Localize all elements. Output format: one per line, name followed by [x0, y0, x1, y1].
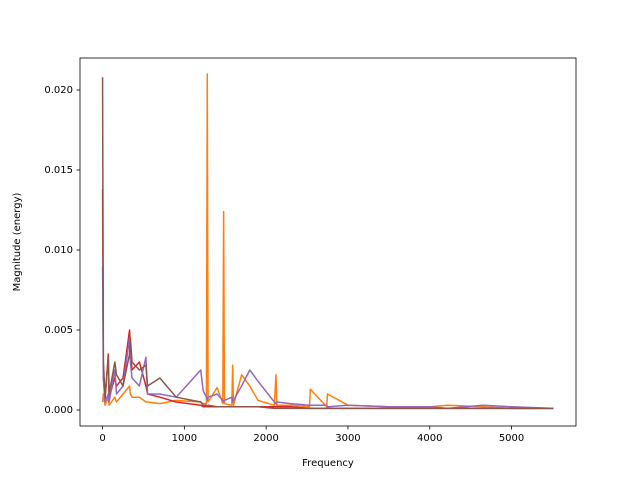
x-axis-label: Frequency: [302, 458, 354, 469]
series-line: [101, 73, 554, 410]
series-line: [101, 265, 554, 410]
y-tick-label: 0.005: [44, 325, 73, 336]
series-line: [101, 189, 554, 410]
y-tick-label: 0.010: [44, 245, 73, 256]
x-tick-label: 1000: [172, 433, 197, 444]
series-line: [101, 77, 554, 410]
x-tick-label: 5000: [499, 433, 524, 444]
x-tick-label: 2000: [253, 433, 278, 444]
y-tick-label: 0.015: [44, 165, 73, 176]
y-tick-label: 0.000: [44, 405, 73, 416]
x-tick-label: 0: [99, 433, 105, 444]
plot-frame: [79, 57, 577, 427]
x-tick-label: 4000: [417, 433, 442, 444]
x-tick-label: 3000: [335, 433, 360, 444]
y-tick-label: 0.020: [44, 85, 73, 96]
y-axis-label: Magnitude (energy): [12, 193, 23, 292]
